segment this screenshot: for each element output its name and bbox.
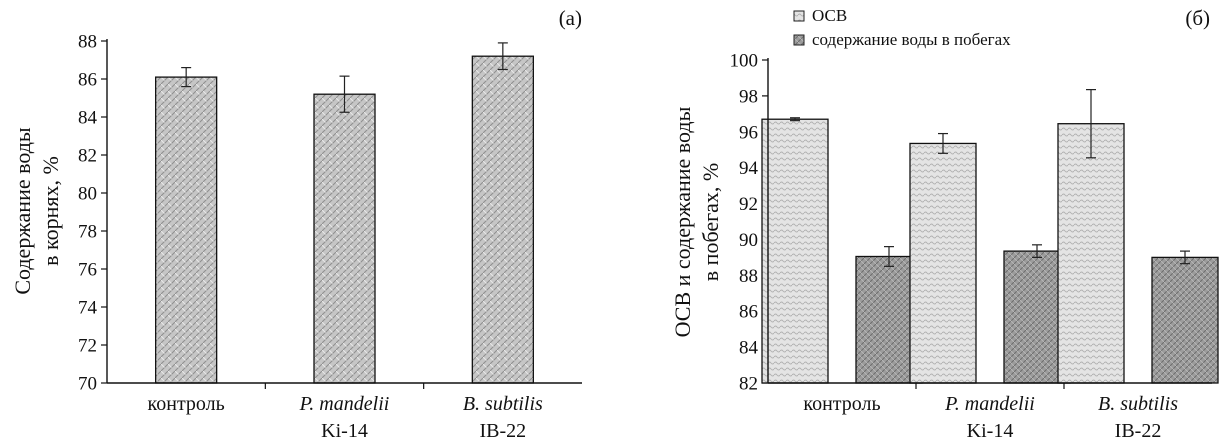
y-axis-label-a-line1: Содержание воды (10, 127, 35, 295)
bars-a (155, 42, 534, 384)
y-ticks-a: 70 72 74 76 78 80 82 84 86 88 (78, 32, 107, 395)
legend-label-water: содержание воды в побегах (812, 30, 1011, 49)
x-tick-label-strain: Ki-14 (321, 420, 368, 441)
y-tick-label: 70 (78, 374, 97, 395)
legend-swatch-osv (793, 10, 805, 22)
axes-b (767, 58, 1212, 389)
y-tick-label: 90 (739, 230, 758, 251)
error-bar (1032, 244, 1042, 258)
y-tick-label: 86 (739, 302, 758, 323)
y-tick-label: 92 (739, 194, 758, 215)
bar-series-0-2 (1057, 123, 1125, 384)
y-axis-label-b: ОСВ и содержание воды в побегах, % (670, 106, 723, 337)
y-tick-label: 84 (739, 338, 759, 359)
y-tick-label: 82 (78, 146, 97, 167)
x-tick-labels-b: контроль P. mandelii Ki-14 B. subtilis IB-22 (803, 393, 1178, 441)
y-tick-label: 76 (78, 260, 97, 281)
legend-b: ОСВ содержание воды в побегах (793, 6, 1011, 49)
bar-series-0-1 (909, 142, 977, 384)
chart-a: (а) Содержание воды в корнях, % 70 72 74 76… (10, 6, 582, 441)
error-bar (339, 75, 350, 113)
y-tick-label: 88 (78, 32, 97, 53)
y-tick-label: 86 (78, 70, 97, 91)
bars-b (761, 89, 1219, 384)
x-tick-label-strain: Ki-14 (967, 420, 1014, 441)
x-tick-label: B. subtilis (463, 393, 543, 415)
error-bar (884, 246, 894, 267)
bar-value-2 (471, 55, 534, 384)
y-axis-label-b-line1: ОСВ и содержание воды (670, 106, 695, 337)
y-tick-label: 100 (730, 51, 759, 72)
y-axis-label-a-line2: в корнях, % (38, 156, 63, 266)
y-tick-label: 78 (78, 222, 97, 243)
chart-b: (б) ОСВ и содержание воды в побегах, % О… (670, 6, 1219, 441)
axes-a (106, 39, 582, 389)
x-tick-labels-a: контроль P. mandelii Ki-14 B. subtilis IB-22 (148, 393, 544, 441)
x-tick-label: P. mandelii (944, 393, 1035, 415)
y-tick-label: 80 (78, 184, 97, 205)
x-tick-label: B. subtilis (1098, 393, 1178, 415)
bar-series-1-2 (1151, 256, 1219, 384)
y-tick-label: 82 (739, 374, 758, 395)
y-tick-label: 88 (739, 266, 758, 287)
y-tick-label: 96 (739, 122, 758, 143)
bar-series-0-0 (761, 118, 829, 384)
error-bar (1086, 89, 1096, 159)
x-tick-label: контроль (148, 393, 225, 415)
y-axis-label-a: Содержание воды в корнях, % (10, 127, 63, 295)
y-tick-label: 98 (739, 86, 758, 107)
legend-swatch-water (793, 34, 805, 46)
x-tick-label: P. mandelii (299, 393, 390, 415)
panel-label-b: (б) (1185, 6, 1210, 30)
x-tick-label-strain: IB-22 (1115, 420, 1162, 441)
bar-value-1 (313, 93, 376, 384)
y-tick-label: 72 (78, 336, 97, 357)
error-bar (1180, 250, 1190, 265)
y-ticks-b: 82 84 86 88 90 92 94 96 98 100 (730, 51, 768, 395)
bar-value-0 (155, 76, 218, 384)
legend-label-osv: ОСВ (812, 6, 847, 25)
error-bar (181, 66, 192, 88)
y-tick-label: 84 (78, 108, 98, 129)
error-bar (497, 42, 508, 71)
error-bar (790, 117, 800, 122)
x-tick-label: контроль (803, 393, 880, 415)
y-tick-label: 94 (739, 158, 759, 179)
x-tick-label-strain: IB-22 (479, 420, 526, 441)
y-axis-label-b-line2: в побегах, % (698, 163, 723, 281)
panel-label-a: (а) (559, 6, 582, 30)
error-bar (938, 132, 948, 154)
y-tick-label: 74 (78, 298, 98, 319)
